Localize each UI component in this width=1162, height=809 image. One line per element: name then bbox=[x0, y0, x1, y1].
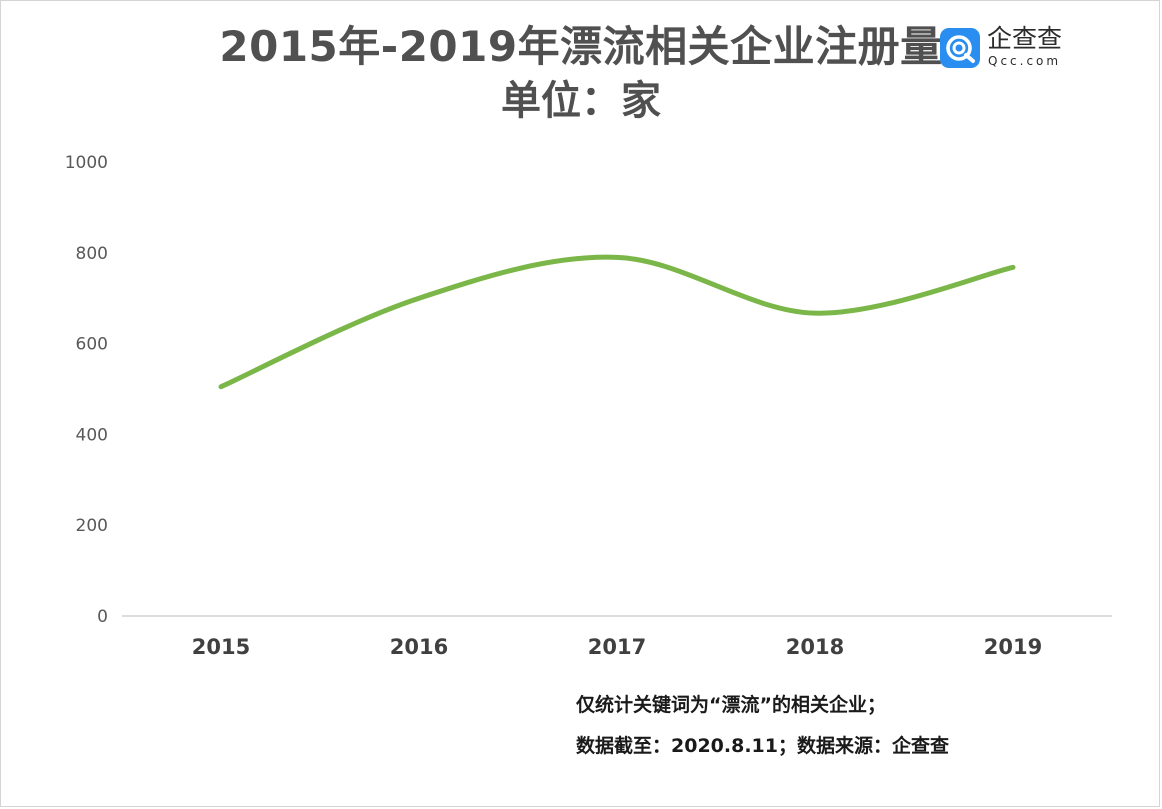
y-tick-label: 200 bbox=[76, 516, 108, 536]
y-tick-label: 1000 bbox=[65, 153, 108, 173]
qcc-logo-icon bbox=[940, 28, 980, 68]
x-tick-label: 2016 bbox=[390, 635, 448, 659]
x-tick-label: 2018 bbox=[786, 635, 844, 659]
x-axis: 2015 2016 2017 2018 2019 bbox=[192, 635, 1042, 659]
x-tick-label: 2017 bbox=[588, 635, 646, 659]
y-axis: 0 200 400 600 800 1000 bbox=[65, 153, 108, 627]
series-line-0 bbox=[218, 254, 1016, 390]
x-tick-label: 2015 bbox=[192, 635, 250, 659]
y-tick-label: 600 bbox=[76, 335, 108, 355]
footnote-scope: 仅统计关键词为“漂流”的相关企业； bbox=[576, 694, 886, 716]
chart-title: 2015年-2019年漂流相关企业注册量 bbox=[219, 22, 943, 71]
y-tick-label: 800 bbox=[76, 244, 108, 264]
x-tick-label: 2019 bbox=[984, 635, 1042, 659]
y-tick-label: 400 bbox=[76, 425, 108, 445]
logo-cn-text: 企查查 bbox=[987, 24, 1063, 53]
y-tick-label: 0 bbox=[97, 607, 108, 627]
logo-en-text: Qcc.com bbox=[988, 54, 1062, 68]
qcc-logo: 企查查 Qcc.com bbox=[940, 24, 1070, 70]
footnote-source: 数据截至：2020.8.11；数据来源：企查查 bbox=[576, 735, 949, 757]
chart-subtitle: 单位：家 bbox=[501, 78, 661, 124]
